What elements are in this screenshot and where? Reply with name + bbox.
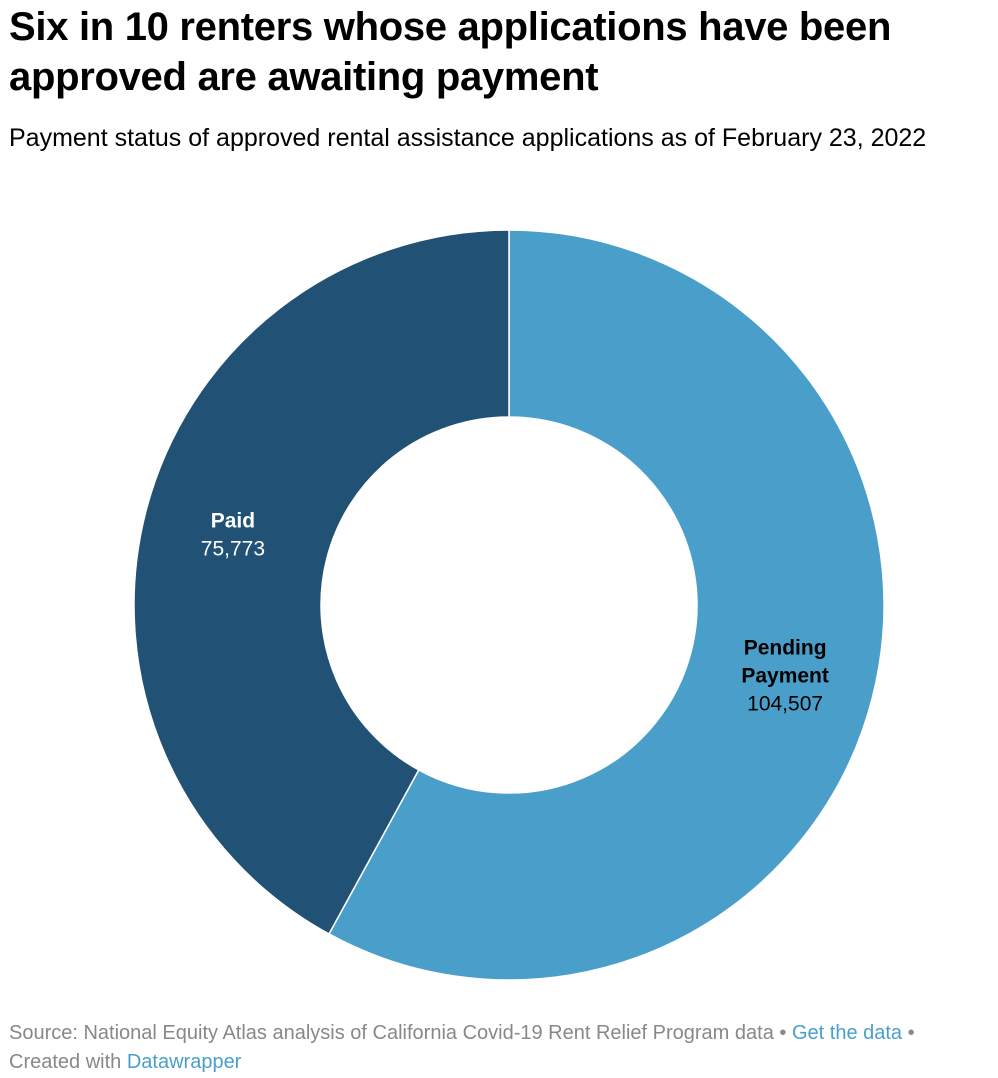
slice-value-label: 75,773 (201, 537, 265, 560)
get-the-data-link[interactable]: Get the data (791, 1022, 903, 1044)
chart-title: Six in 10 renters whose applications hav… (9, 5, 892, 99)
footer-separator-2: • (907, 1022, 915, 1044)
source-note: Source: National Equity Atlas analysis o… (9, 1022, 774, 1044)
slice-value-label: 104,507 (747, 693, 823, 716)
datawrapper-link[interactable]: Datawrapper (126, 1051, 242, 1073)
chart-subtitle: Payment status of approved rental assist… (9, 124, 927, 152)
footer-separator: • (779, 1022, 787, 1044)
donut-slice-paid[interactable] (133, 229, 510, 935)
slice-name-label: Pending (744, 637, 827, 660)
donut-slices (133, 229, 885, 981)
chart-footer: Source: National Equity Atlas analysis o… (9, 1019, 989, 1077)
slice-label-0: Pending Payment 104,507 (741, 637, 829, 716)
donut-slice-pending-payment[interactable] (327, 229, 885, 981)
created-with-text: Created with (9, 1051, 122, 1073)
slice-name-label: Payment (741, 665, 829, 688)
slice-name-label: Paid (211, 509, 255, 532)
slice-labels: Pending Payment 104,507 Paid 75,773 (201, 509, 829, 715)
slice-label-1: Paid 75,773 (201, 509, 265, 560)
